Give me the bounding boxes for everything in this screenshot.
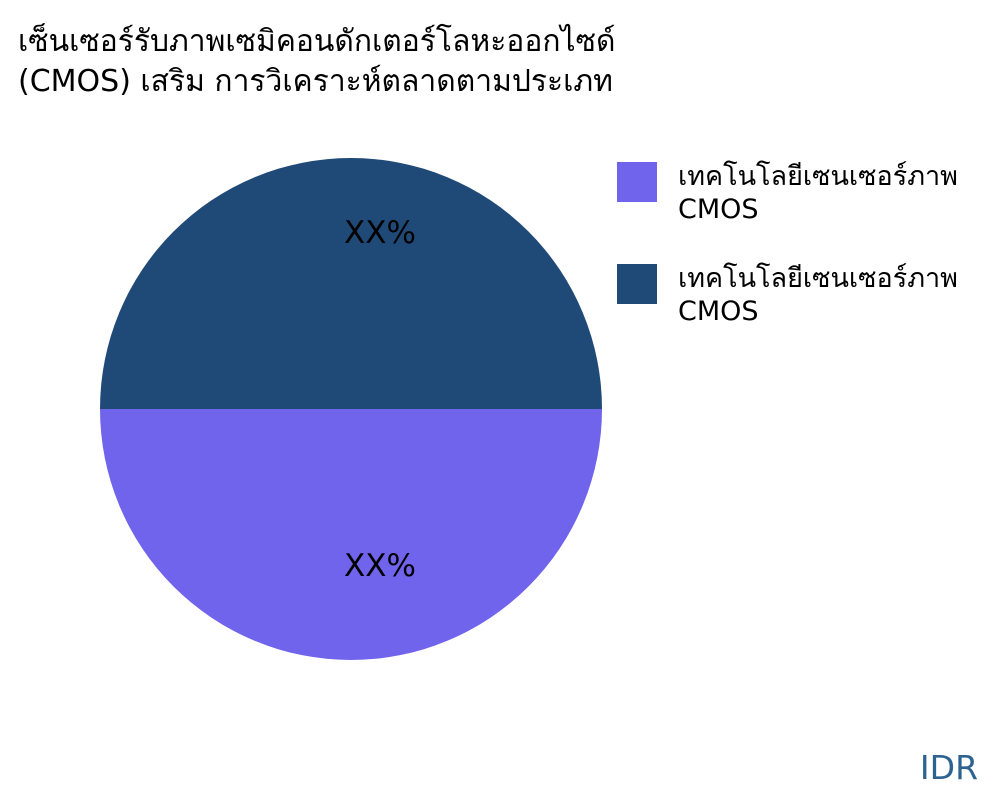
pie-chart (100, 158, 602, 660)
pie-slice-label-top: XX% (344, 215, 416, 251)
legend-swatch-navy (617, 264, 657, 304)
chart-legend: เทคโนโลยีเซนเซอร์ภาพ CMOS เทคโนโลยีเซนเซ… (617, 160, 977, 364)
chart-title-line2: (CMOS) เสริม การวิเคราะห์ตลาดตามประเภท (18, 64, 613, 99)
legend-label-1: เทคโนโลยีเซนเซอร์ภาพ CMOS (678, 161, 958, 225)
legend-label-2: เทคโนโลยีเซนเซอร์ภาพ CMOS (678, 263, 958, 327)
legend-entry-2: เทคโนโลยีเซนเซอร์ภาพ CMOS (617, 262, 977, 328)
currency-label: IDR (919, 748, 978, 787)
chart-title-line1: เซ็นเซอร์รับภาพเซมิคอนดักเตอร์โลหะออกไซด… (18, 24, 616, 59)
legend-swatch-purple (617, 162, 657, 202)
pie-slice-label-bottom: XX% (344, 548, 416, 584)
chart-title: เซ็นเซอร์รับภาพเซมิคอนดักเตอร์โลหะออกไซด… (18, 22, 615, 102)
legend-entry-1: เทคโนโลยีเซนเซอร์ภาพ CMOS (617, 160, 977, 226)
